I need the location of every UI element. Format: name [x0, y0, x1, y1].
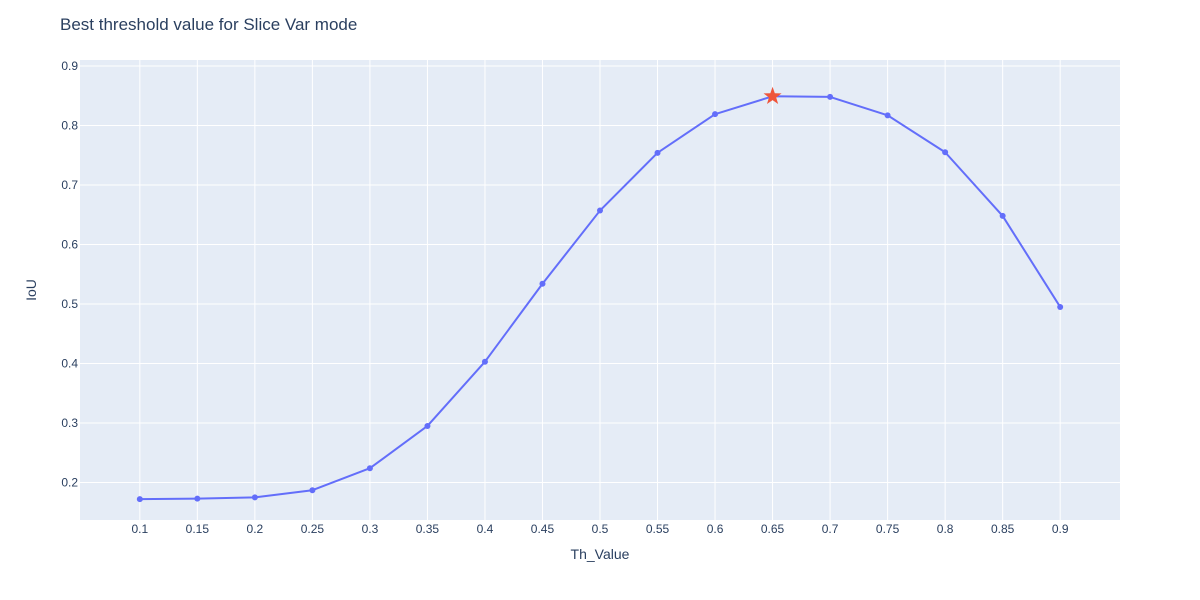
data-point [481, 358, 488, 365]
x-tick-label: 0.75 [876, 522, 900, 536]
x-tick-label: 0.6 [707, 522, 724, 536]
x-tick-label: 0.55 [646, 522, 670, 536]
x-axis-label: Th_Value [571, 546, 630, 562]
y-axis-label: IoU [23, 279, 39, 301]
x-tick-label: 0.15 [186, 522, 210, 536]
x-tick-label: 0.1 [131, 522, 148, 536]
data-point [539, 280, 546, 287]
chart-title: Best threshold value for Slice Var mode [60, 15, 357, 34]
data-point [1057, 303, 1064, 310]
data-point [827, 93, 834, 100]
x-tick-label: 0.9 [1052, 522, 1069, 536]
x-tick-label: 0.85 [991, 522, 1015, 536]
x-tick-label: 0.35 [416, 522, 440, 536]
data-point [884, 112, 891, 119]
y-tick-label: 0.6 [61, 237, 78, 251]
y-tick-label: 0.3 [61, 416, 78, 430]
data-point [712, 111, 719, 118]
y-axis-ticks: 0.2 0.3 0.4 0.5 0.6 0.7 0.8 0.9 [61, 59, 78, 490]
data-point [999, 212, 1006, 219]
y-tick-label: 0.2 [61, 476, 78, 490]
x-tick-label: 0.65 [761, 522, 785, 536]
y-tick-label: 0.4 [61, 356, 78, 370]
x-tick-label: 0.7 [822, 522, 839, 536]
data-point [597, 207, 603, 214]
data-point [366, 465, 373, 472]
x-axis-ticks: 0.1 0.15 0.2 0.25 0.3 0.35 0.4 0.45 0.5 0.55 0.6 0.… [131, 522, 1068, 536]
y-gridlines [80, 65, 1120, 484]
data-point [309, 487, 316, 494]
data-point [654, 149, 661, 156]
x-tick-label: 0.8 [937, 522, 954, 536]
series-layer [136, 86, 1064, 503]
data-point [424, 422, 431, 429]
x-tick-label: 0.3 [362, 522, 379, 536]
y-tick-label: 0.5 [61, 297, 78, 311]
y-tick-label: 0.7 [61, 178, 78, 192]
y-tick-label: 0.8 [61, 118, 78, 132]
y-tick-label: 0.9 [61, 59, 78, 73]
data-point [136, 496, 143, 503]
x-tick-label: 0.4 [477, 522, 494, 536]
x-tick-label: 0.2 [247, 522, 264, 536]
x-gridlines [139, 60, 1061, 520]
x-tick-label: 0.45 [531, 522, 555, 536]
best-threshold-star-marker [763, 86, 782, 104]
x-tick-label: 0.5 [592, 522, 609, 536]
x-tick-label: 0.25 [301, 522, 325, 536]
data-point [194, 495, 201, 502]
data-point [942, 149, 949, 156]
data-point [251, 494, 258, 501]
